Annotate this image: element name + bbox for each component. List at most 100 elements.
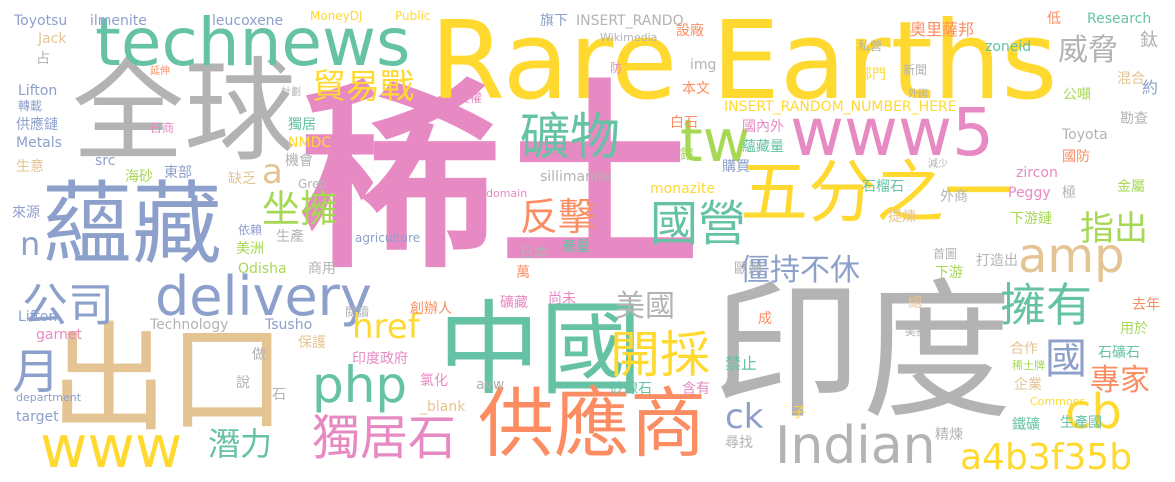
word-this-article: 本文: [682, 81, 710, 97]
word-build-out: 打造出: [976, 253, 1018, 269]
word-technology: Technology: [150, 317, 229, 333]
word-china: 中國: [438, 291, 642, 410]
word-read: 閱讀: [345, 305, 370, 319]
word-href: href: [352, 307, 420, 347]
word-white-stone: 白石: [670, 115, 698, 131]
word-rare-earths: Rare Earths: [430, 0, 1058, 124]
word-japanese-firm: 日商: [150, 121, 175, 135]
word-refine-2: 精煉: [935, 427, 963, 443]
word-monazite: monazite: [650, 181, 715, 197]
word-n: n: [20, 225, 41, 263]
word-contain: 含有: [682, 381, 710, 397]
word-department-en: department: [16, 391, 82, 404]
word-plan: 計劃: [281, 87, 301, 98]
word-americas: 美洲: [236, 241, 264, 257]
word-country: 國: [1045, 334, 1088, 383]
word-titanium: 鈦: [1140, 30, 1158, 51]
word-lifton: Lifton: [18, 83, 58, 99]
word-enterprise: 企業: [1014, 377, 1042, 393]
word-nmdc: NMDC: [288, 135, 332, 151]
word-research: Research: [1087, 11, 1152, 27]
word-downstream: 下游: [935, 265, 963, 281]
word-last-year: 去年: [1132, 297, 1160, 313]
word-producer-country: 生產國: [1060, 415, 1102, 431]
word-defense: 防: [610, 61, 623, 75]
word-img: img: [690, 57, 717, 73]
word-monazite-short: 獨居: [288, 117, 316, 133]
word-downstream-chain: 下游鏈: [1010, 211, 1052, 227]
word-garnet-zh: 石榴石: [862, 179, 904, 195]
word-garnet: garnet: [36, 327, 82, 343]
word-domestic-foreign: 國內外: [742, 119, 784, 135]
word-zoneid: zoneid: [985, 39, 1032, 55]
word-supplier: 供應商: [478, 379, 706, 468]
word-cover-image: 首圖: [933, 247, 958, 261]
word-toyota: Toyota: [1062, 127, 1108, 143]
word-domain: domain: [486, 187, 528, 200]
word-www: www: [40, 413, 183, 481]
word-used-for: 用於: [1120, 321, 1148, 337]
word-delivery: delivery: [155, 265, 372, 328]
word-wikimedia: Wikimedia: [600, 31, 658, 44]
word-possess: 擁有: [1000, 278, 1092, 332]
word-refine: 提煉: [888, 209, 916, 225]
word-leucoxene: leucoxene: [212, 13, 284, 29]
word-supply-chain: 供應鏈: [16, 117, 58, 133]
word-mining: 開採: [610, 326, 710, 384]
word-export: 出口: [50, 310, 287, 448]
word-mixed: 混合: [1117, 71, 1145, 87]
word-a4b3f35b: a4b3f35b: [960, 437, 1133, 478]
word-child: 子: [792, 405, 806, 421]
word-moneydj: MoneyDJ: [310, 9, 363, 23]
word-stalemate: 僵持不休: [740, 253, 860, 288]
word-usa: 美國: [615, 289, 675, 324]
word-depend: 依賴: [238, 223, 263, 237]
word-become: 成: [758, 311, 772, 327]
word-india: 印度: [712, 266, 1013, 440]
word-survey: 勘查: [1120, 111, 1148, 127]
word-www5: www5: [790, 94, 994, 171]
word-agriculture: agriculture: [355, 231, 421, 245]
word-not-yet: 尚未: [548, 291, 576, 307]
word-one-fifth: 五分之一: [740, 154, 1013, 233]
word-blank: _blank: [420, 399, 466, 415]
word-foreign: 外國: [908, 89, 928, 100]
word-department: 部門: [858, 67, 886, 83]
word-avw: avw: [476, 377, 505, 393]
word-trade-war: 貿易戰: [312, 67, 414, 107]
word-src: src: [95, 153, 116, 169]
word-monazite-zh: 獨居石: [312, 410, 457, 466]
word-europe: 歐洲: [734, 261, 762, 277]
word-low: 低: [1047, 11, 1061, 27]
word-foreign-firm: 外商: [940, 189, 968, 205]
word-purchase: 購買: [722, 159, 750, 175]
word-total: 總: [908, 295, 922, 311]
word-eastern: 東部: [164, 165, 192, 181]
word-deposit: 礦藏: [500, 295, 528, 311]
word-sea-sand: 海砂: [125, 169, 153, 185]
word-lack: 缺乏: [228, 171, 256, 187]
word-reprint: 轉載: [18, 99, 43, 113]
word-minerals: 礦物: [520, 108, 620, 166]
word-threat: 威脅: [1058, 33, 1118, 68]
word-search: 尋找: [725, 435, 753, 451]
word-stone: 石: [272, 387, 286, 403]
word-amp: amp: [1018, 228, 1125, 284]
word-metal: 金屬: [1117, 179, 1145, 195]
word-zircon: zircon: [1016, 165, 1058, 181]
word-xitu: 稀土: [300, 63, 701, 296]
word-lifton-2: Lifton: [18, 309, 58, 325]
word-reserves: 蘊藏: [42, 172, 222, 277]
word-cb: cb: [1065, 384, 1122, 440]
word-produce: 生產: [276, 229, 304, 245]
word-extreme: 極: [1062, 185, 1076, 201]
word-insert-random-number: INSERT_RANDOM_NUMBER_HERE: [724, 99, 957, 115]
word-chloride: 氯化: [420, 373, 448, 389]
word-source: 來源: [12, 205, 40, 221]
word-sillimanite: sillimanite: [540, 169, 612, 185]
word-potential: 潛力: [208, 425, 273, 463]
word-national-defense: 國防: [1062, 149, 1090, 165]
word-us-plans: 美擬: [905, 325, 927, 338]
word-peggy: Peggy: [1008, 185, 1051, 201]
